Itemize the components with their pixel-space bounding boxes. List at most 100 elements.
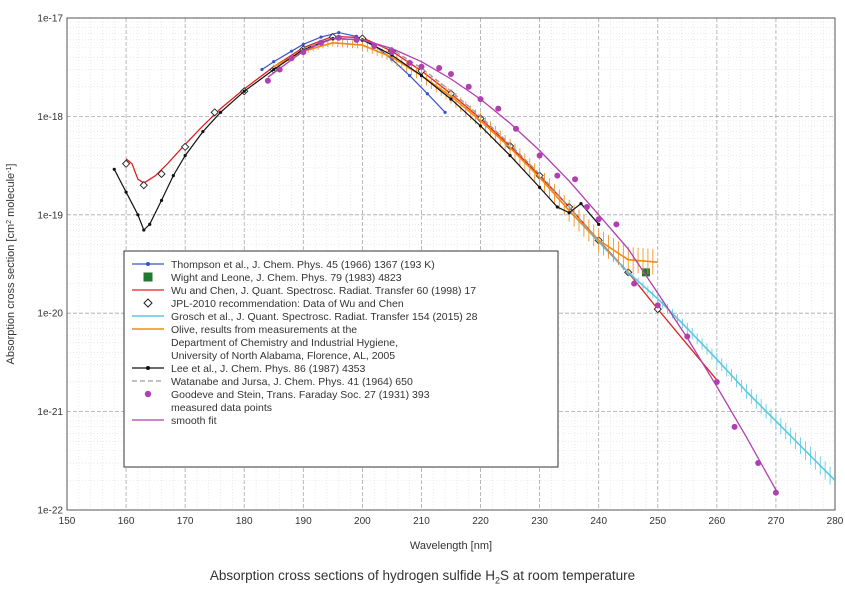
series-point — [201, 130, 205, 134]
series-point — [171, 174, 175, 178]
series-point — [159, 198, 164, 203]
series-point — [272, 60, 276, 64]
series-point — [242, 89, 246, 93]
series-point — [567, 211, 571, 215]
series-point — [495, 105, 502, 112]
series-point — [508, 153, 512, 158]
series-point — [449, 97, 453, 101]
y-tick-label: 1e-17 — [37, 14, 63, 25]
series-point — [136, 213, 140, 217]
y-axis-title-mid: molecule — [5, 173, 17, 220]
x-tick-label: 160 — [118, 516, 135, 527]
series-point — [335, 34, 342, 41]
series-point — [443, 110, 447, 114]
series-point — [301, 42, 305, 46]
series-7 — [303, 38, 629, 275]
legend-swatch-marker — [144, 390, 152, 398]
series-point — [654, 302, 661, 309]
series-point — [337, 31, 341, 35]
series-point — [597, 222, 601, 226]
legend-label: Watanabe and Jursa, J. Chem. Phys. 41 (1… — [171, 376, 413, 388]
series-point — [538, 185, 542, 189]
series-group — [112, 31, 835, 496]
legend-label: Grosch et al., J. Quant. Spectrosc. Radi… — [171, 311, 478, 323]
series-point — [436, 65, 443, 72]
legend-label: Thompson et al., J. Chem. Phys. 45 (1966… — [171, 259, 435, 271]
y-axis-title-post: ] — [5, 164, 17, 167]
y-tick-label: 1e-22 — [37, 506, 63, 517]
x-tick-label: 210 — [413, 516, 430, 527]
series-point — [371, 42, 378, 49]
series-8 — [264, 34, 779, 496]
legend-item-9: smooth fit — [132, 415, 217, 427]
legend-label: Lee et al., J. Chem. Phys. 86 (1987) 435… — [171, 363, 366, 375]
legend-swatch-marker — [146, 262, 150, 266]
legend-label: Department of Chemistry and Industrial H… — [171, 337, 398, 349]
series-point — [210, 108, 219, 117]
legend-label: University of North Alabama, Florence, A… — [171, 350, 395, 362]
series-point — [579, 201, 583, 206]
series-point — [448, 70, 454, 77]
series-point — [478, 124, 483, 128]
series-point — [264, 77, 271, 84]
x-tick-label: 220 — [472, 516, 489, 527]
legend-item-5: Olive, results from measurements at theD… — [132, 324, 398, 362]
x-tick-label: 190 — [295, 516, 312, 527]
plot-frame — [66, 17, 836, 511]
series-point — [142, 228, 146, 232]
series-point — [272, 67, 276, 72]
y-tick-label: 1e-21 — [37, 407, 63, 418]
legend-swatch-marker — [143, 272, 153, 282]
series-point — [408, 73, 412, 78]
legend-item-0: Thompson et al., J. Chem. Phys. 45 (1966… — [132, 259, 435, 271]
series-point — [181, 142, 190, 152]
series-point — [731, 423, 738, 430]
x-tick-label: 230 — [531, 516, 548, 527]
series-point — [260, 67, 264, 72]
x-tick-label: 260 — [709, 516, 726, 527]
series-point — [418, 63, 425, 70]
series-point — [425, 92, 429, 96]
series-point — [319, 35, 323, 39]
legend: Thompson et al., J. Chem. Phys. 45 (1966… — [123, 250, 559, 468]
x-tick-label: 150 — [59, 516, 76, 527]
series-point — [583, 204, 590, 211]
legend-label: smooth fit — [171, 415, 217, 427]
series-point — [124, 190, 128, 194]
legend-item-3: JPL-2010 recommendation: Data of Wu and … — [143, 298, 404, 310]
series-point — [555, 205, 559, 209]
x-tick-label: 280 — [827, 516, 844, 527]
y-axis-title-sup2: -1 — [6, 167, 13, 173]
legend-label: Wu and Chen, J. Quant. Spectrosc. Radiat… — [171, 285, 476, 297]
series-point — [572, 176, 579, 183]
series-line — [267, 37, 777, 491]
legend-item-4: Grosch et al., J. Quant. Spectrosc. Radi… — [132, 311, 478, 323]
x-tick-label: 200 — [354, 516, 371, 527]
series-1 — [641, 268, 650, 277]
series-point — [419, 73, 424, 78]
legend-label: JPL-2010 recommendation: Data of Wu and … — [171, 298, 404, 310]
series-point — [112, 167, 116, 171]
series-point — [183, 153, 187, 158]
x-axis-title: Wavelength [nm] — [410, 540, 492, 552]
y-axis-title: Absorption cross section [cm2 molecule-1… — [5, 164, 17, 365]
axis-ticks: 150 160 170 180 190 200 210 220 230 240 250 260 270 2… — [37, 14, 843, 528]
x-tick-label: 170 — [177, 516, 194, 527]
x-tick-label: 180 — [236, 516, 253, 527]
figure-caption: Absorption cross sections of hydrogen su… — [0, 568, 845, 586]
series-point — [139, 181, 148, 190]
y-tick-label: 1e-18 — [37, 112, 63, 123]
series-point — [641, 268, 650, 277]
legend-item-2: Wu and Chen, J. Quant. Spectrosc. Radiat… — [132, 285, 476, 297]
series-point — [148, 222, 152, 226]
series-point — [121, 159, 131, 168]
legend-label: Olive, results from measurements at the — [171, 324, 357, 336]
y-tick-label: 1e-20 — [37, 309, 63, 320]
series-9 — [267, 37, 777, 491]
series-point — [157, 169, 166, 179]
series-point — [613, 221, 620, 228]
series-point — [288, 55, 295, 62]
legend-swatch-marker — [146, 366, 150, 370]
series-5 — [273, 38, 658, 275]
